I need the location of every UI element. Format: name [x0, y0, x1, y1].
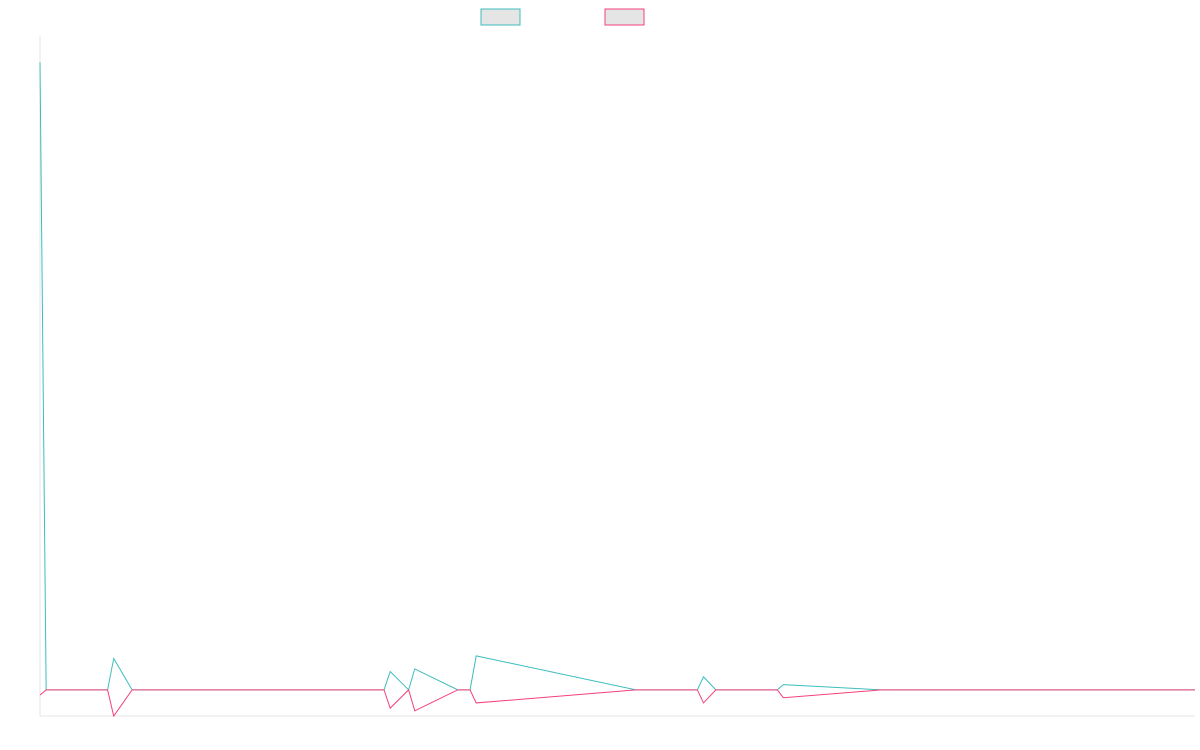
axes	[39, 36, 1195, 717]
series-layer	[39, 62, 1195, 718]
legend-item-1[interactable]	[480, 8, 521, 26]
series-line-2	[39, 688, 1195, 718]
series-line-1	[39, 62, 1195, 691]
legend-swatch-2	[604, 8, 645, 26]
legend-item-2[interactable]	[604, 8, 645, 26]
legend-swatch-1	[480, 8, 521, 26]
legend	[480, 8, 645, 26]
